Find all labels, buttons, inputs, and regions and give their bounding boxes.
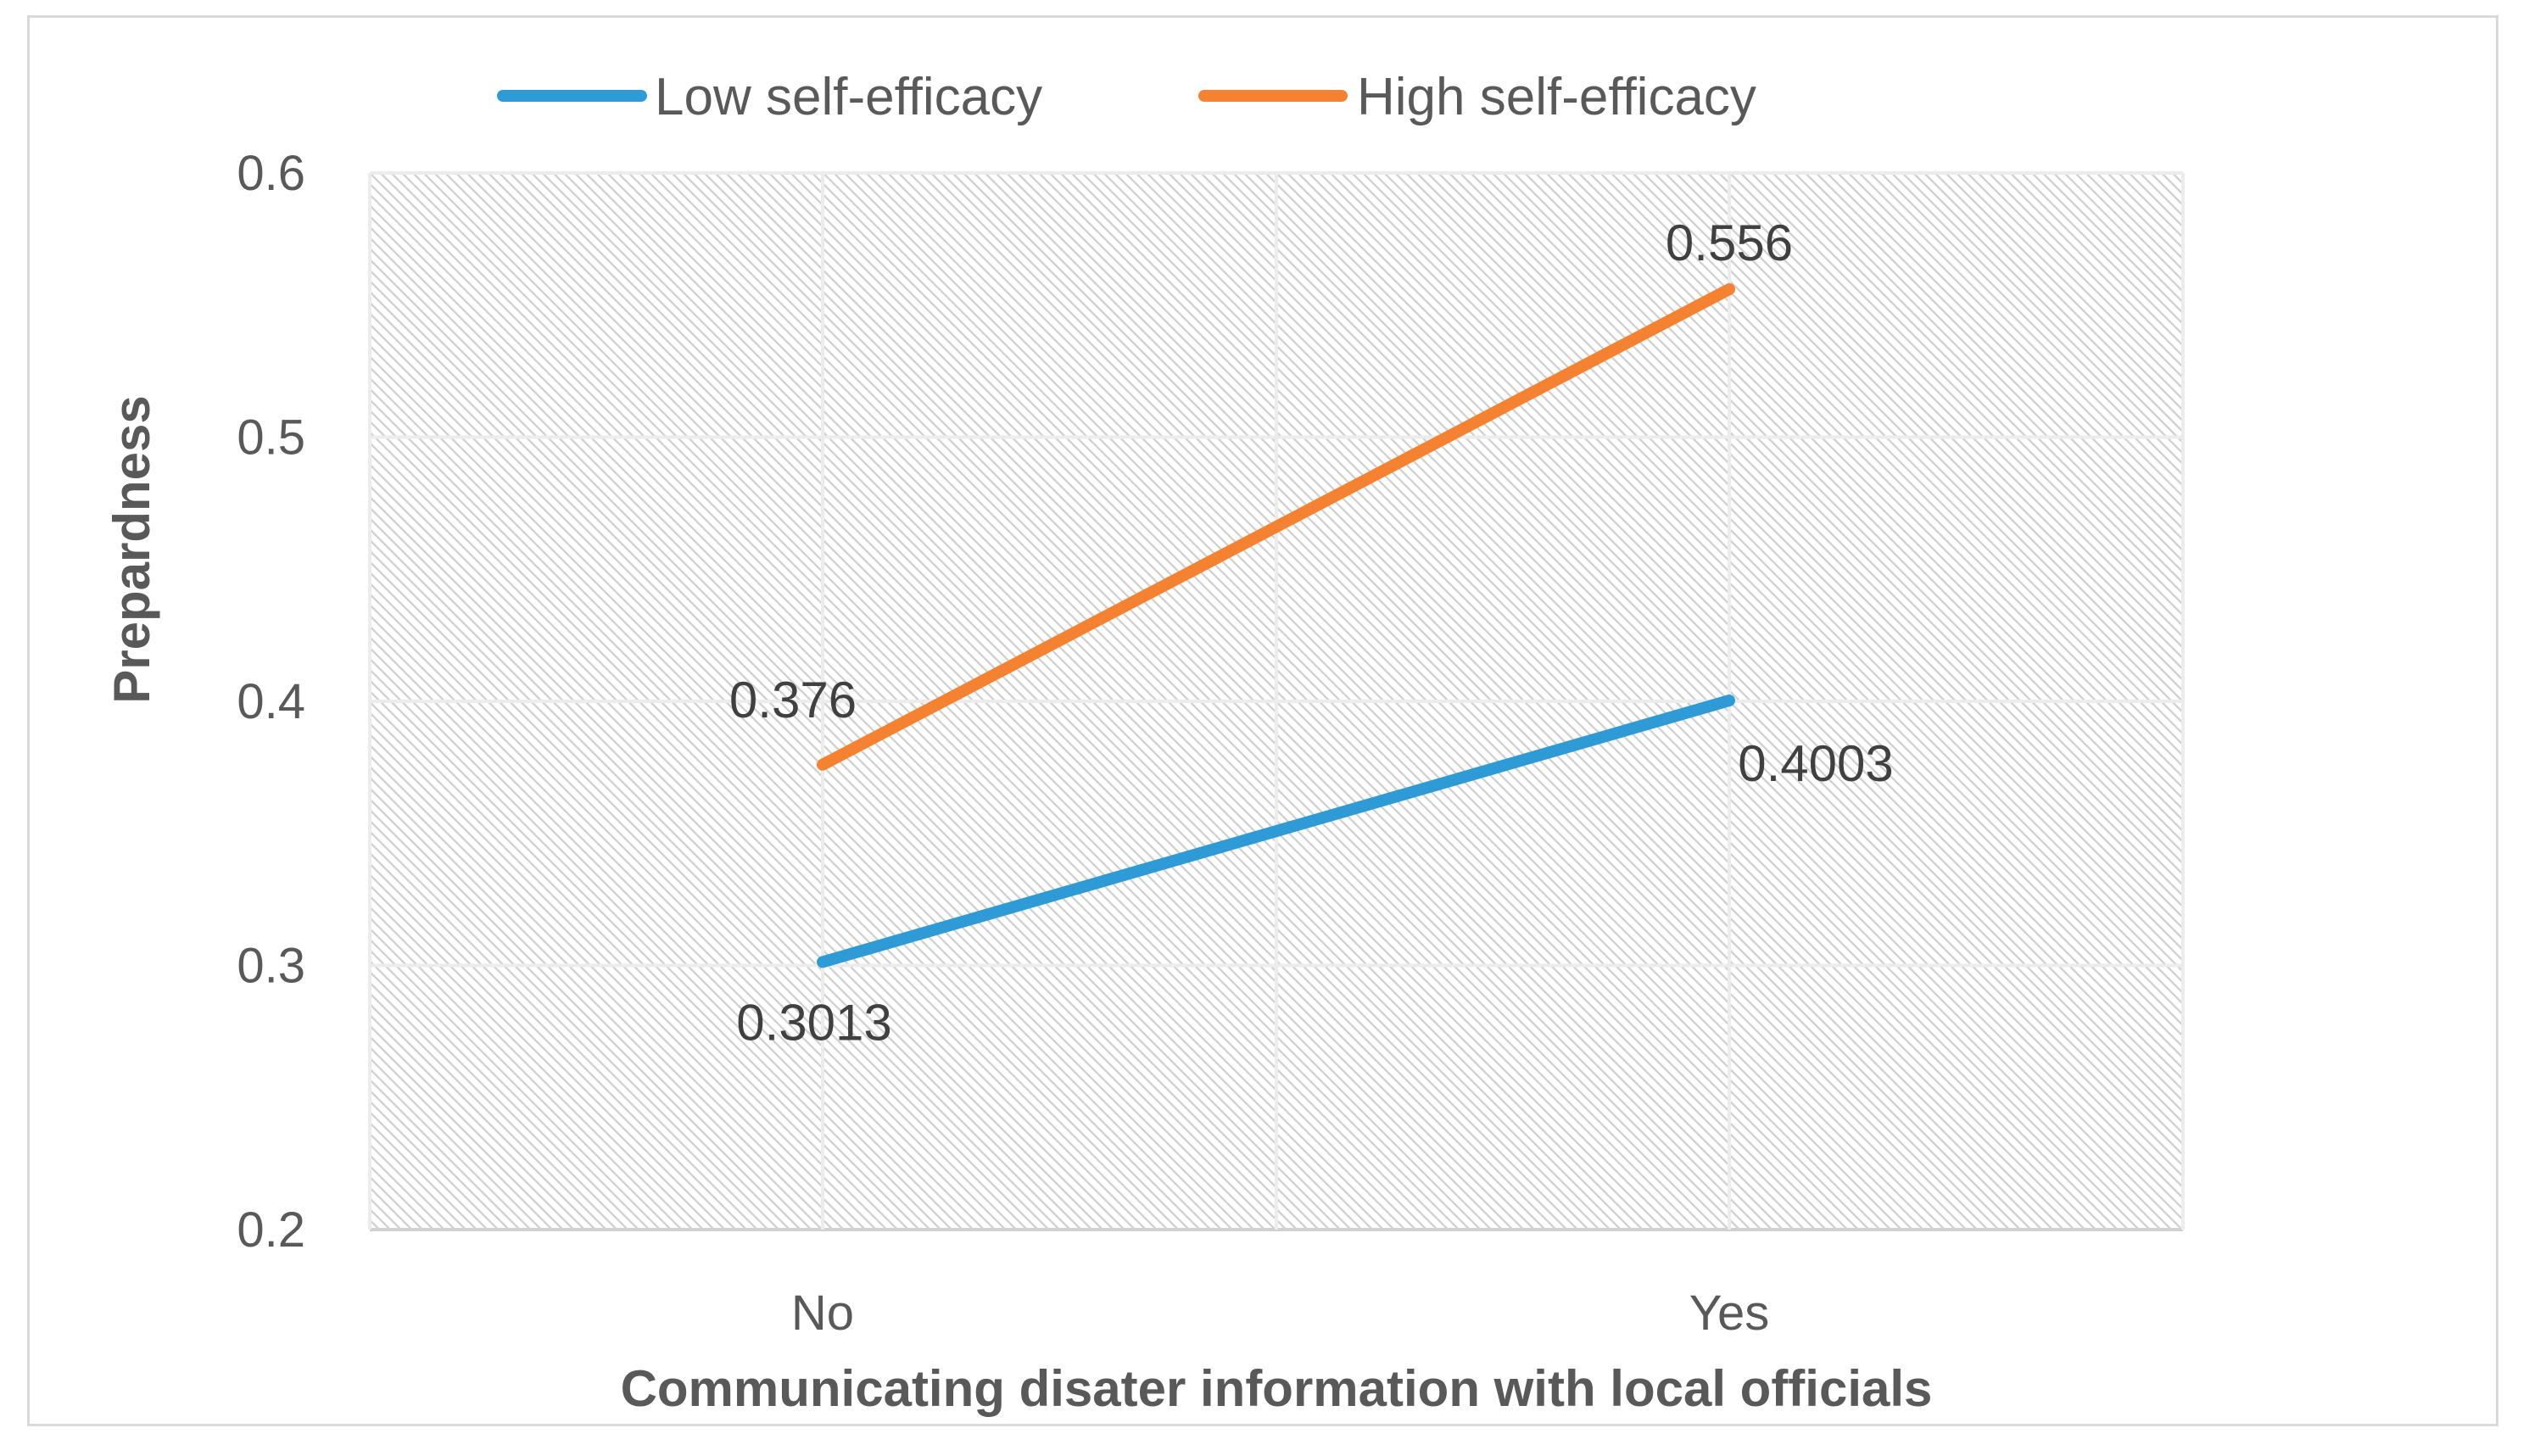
legend: Low self-efficacy High self-efficacy	[497, 68, 1756, 126]
y-tick-label: 0.2	[237, 1202, 305, 1258]
legend-label: High self-efficacy	[1357, 68, 1756, 126]
legend-label: Low self-efficacy	[655, 68, 1042, 126]
data-label: 0.556	[1666, 215, 1793, 271]
chart-frame: 0.2 0.3 0.4 0.5 0.6 No Yes 0.3013 0.4003 0.376 0.…	[27, 15, 2498, 1426]
y-axis-title: Prepardness	[103, 395, 160, 704]
data-label: 0.3013	[736, 994, 892, 1051]
x-tick-label: Yes	[1689, 1286, 1770, 1341]
gridlines	[368, 171, 2185, 1231]
data-label: 0.4003	[1738, 735, 1894, 792]
legend-item-high-self-efficacy: High self-efficacy	[1198, 68, 1756, 126]
y-tick-label: 0.5	[237, 410, 305, 466]
series-line-high-self-efficacy	[817, 283, 1735, 771]
line-chart: 0.20.30.40.50.6No Yes 0.30130.40030.3760.…	[103, 68, 2185, 1417]
data-label: 0.376	[729, 672, 857, 728]
axes: 0.2 0.3 0.4 0.5 0.6 No Yes	[237, 146, 1769, 1341]
x-axis-title: Communicating disater information with l…	[621, 1360, 1933, 1417]
y-tick-label: 0.4	[237, 674, 305, 729]
data-labels: 0.3013 0.4003 0.376 0.556	[729, 215, 1894, 1051]
x-tick-label: No	[791, 1286, 854, 1341]
legend-item-low-self-efficacy: Low self-efficacy	[497, 68, 1042, 126]
series-line-low-self-efficacy	[817, 695, 1735, 968]
y-tick-label: 0.3	[237, 939, 305, 994]
series-lines	[817, 283, 1735, 968]
y-tick-label: 0.6	[237, 146, 305, 201]
